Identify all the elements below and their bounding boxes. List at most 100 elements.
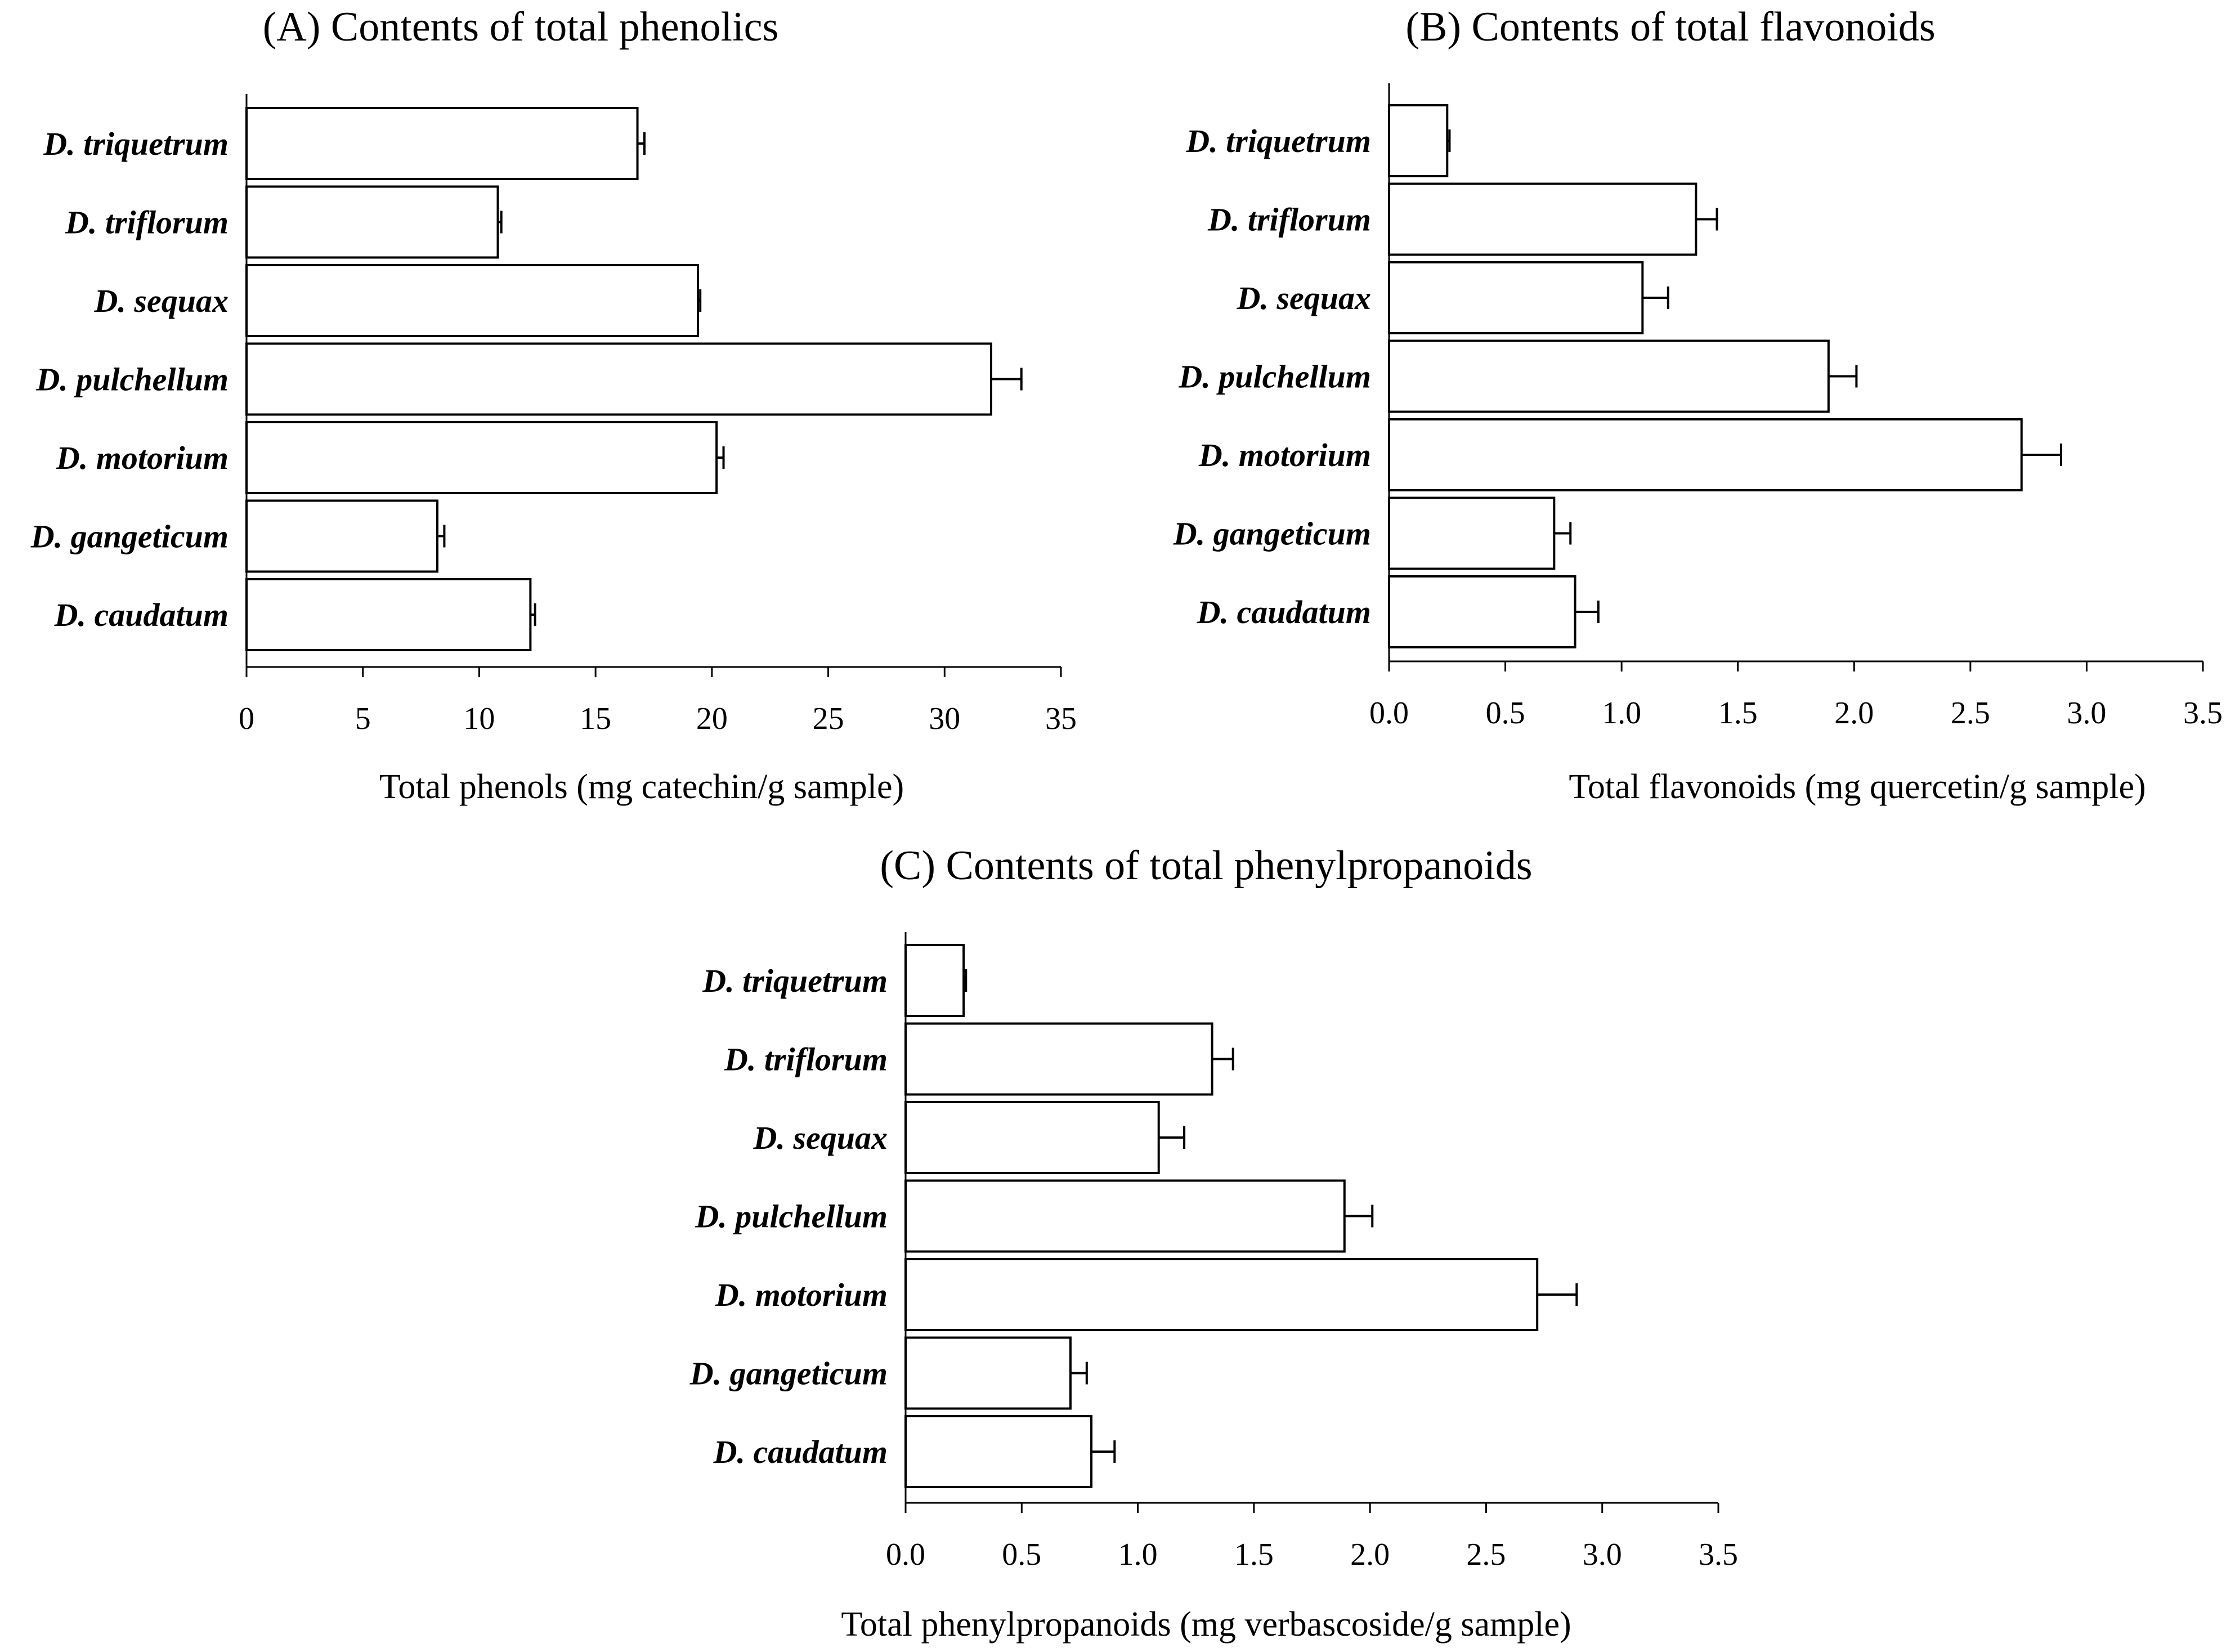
x-tick-label: 35 bbox=[1045, 701, 1077, 736]
y-tick-label-triflorum: D. triflorum bbox=[1207, 202, 1371, 238]
y-tick-label-caudatum: D. caudatum bbox=[713, 1434, 888, 1470]
bar-motorium bbox=[1388, 418, 2023, 491]
x-tick-label: 2.0 bbox=[1350, 1537, 1390, 1572]
bar-gangeticum bbox=[904, 1336, 1072, 1410]
bar-caudatum bbox=[904, 1415, 1093, 1488]
x-tick-label: 25 bbox=[813, 701, 844, 736]
x-tick-label: 3.5 bbox=[2183, 696, 2223, 731]
panel-c-bars bbox=[904, 944, 1578, 1488]
y-tick-label-gangeticum: D. gangeticum bbox=[689, 1355, 888, 1392]
panel-c-title: (C) Contents of total phenylpropanoids bbox=[880, 843, 1532, 889]
panel-b-bars bbox=[1388, 104, 2062, 648]
panel-b: (B) Contents of total flavonoids D. triq… bbox=[1173, 4, 2223, 806]
error-bar-triflorum bbox=[1696, 208, 1718, 231]
bar-sequax bbox=[904, 1101, 1160, 1174]
bar-triflorum bbox=[904, 1022, 1213, 1096]
bar-motorium bbox=[245, 421, 718, 494]
panel-a-x-axis-label: Total phenols (mg catechin/g sample) bbox=[379, 768, 904, 806]
y-tick-label-pulchellum: D. pulchellum bbox=[35, 361, 229, 398]
y-tick-label-gangeticum: D. gangeticum bbox=[1173, 516, 1371, 552]
x-tick-label: 3.5 bbox=[1699, 1537, 1738, 1572]
panel-a-axes: D. triquetrum D. triflorum D. sequax D. pul… bbox=[30, 94, 1077, 736]
x-tick-label: 1.5 bbox=[1234, 1537, 1274, 1572]
x-tick-label: 2.0 bbox=[1834, 696, 1874, 731]
bar-pulchellum bbox=[904, 1179, 1346, 1253]
bar-motorium bbox=[904, 1258, 1539, 1331]
bar-triflorum bbox=[245, 185, 499, 259]
bar-caudatum bbox=[245, 578, 532, 651]
bar-gangeticum bbox=[1388, 496, 1556, 570]
error-bar-triquetrum bbox=[1447, 129, 1451, 152]
error-bar-triquetrum bbox=[637, 132, 646, 155]
bar-triquetrum bbox=[904, 944, 965, 1017]
y-tick-label-motorium: D. motorium bbox=[715, 1277, 888, 1313]
error-bar-triflorum bbox=[498, 211, 503, 234]
x-tick-label: 0.0 bbox=[1369, 696, 1409, 731]
bar-gangeticum bbox=[245, 499, 439, 573]
x-tick-label: 3.0 bbox=[1583, 1537, 1622, 1572]
x-tick-label: 0 bbox=[239, 701, 254, 736]
error-bar-pulchellum bbox=[991, 368, 1023, 391]
bar-triquetrum bbox=[245, 107, 639, 180]
y-tick-label-caudatum: D. caudatum bbox=[1197, 594, 1371, 630]
x-tick-label: 15 bbox=[580, 701, 611, 736]
x-tick-label: 0.5 bbox=[1486, 696, 1525, 731]
error-bar-caudatum bbox=[530, 603, 536, 626]
error-bar-sequax bbox=[1158, 1126, 1186, 1149]
panel-b-x-axis-label: Total flavonoids (mg quercetin/g sample) bbox=[1569, 768, 2146, 806]
x-tick-label: 20 bbox=[696, 701, 728, 736]
panel-a-title: (A) Contents of total phenolics bbox=[263, 4, 779, 50]
y-tick-label-sequax: D. sequax bbox=[753, 1120, 888, 1156]
x-tick-label: 2.5 bbox=[1466, 1537, 1506, 1572]
y-tick-label-caudatum: D. caudatum bbox=[54, 597, 229, 633]
error-bar-pulchellum bbox=[1828, 365, 1858, 388]
panel-b-title: (B) Contents of total flavonoids bbox=[1405, 4, 1935, 50]
x-tick-label: 1.0 bbox=[1602, 696, 1641, 731]
error-bar-motorium bbox=[1537, 1283, 1578, 1306]
bar-caudatum bbox=[1388, 575, 1576, 648]
y-tick-label-triquetrum: D. triquetrum bbox=[43, 126, 229, 162]
panel-c-axes: D. triquetrum D. triflorum D. sequax D. pul… bbox=[689, 932, 1738, 1572]
error-bar-triflorum bbox=[1212, 1047, 1234, 1071]
y-tick-label-triquetrum: D. triquetrum bbox=[702, 962, 888, 999]
y-tick-label-gangeticum: D. gangeticum bbox=[30, 518, 229, 555]
bar-pulchellum bbox=[1388, 339, 1830, 413]
y-tick-label-triflorum: D. triflorum bbox=[724, 1041, 888, 1078]
y-tick-label-sequax: D. sequax bbox=[94, 283, 229, 319]
x-tick-label: 10 bbox=[463, 701, 495, 736]
y-tick-label-pulchellum: D. pulchellum bbox=[1178, 359, 1371, 395]
panel-c: (C) Contents of total phenylpropanoids D… bbox=[689, 843, 1738, 1644]
panel-c-x-axis-label: Total phenylpropanoids (mg verbascoside/… bbox=[841, 1605, 1571, 1644]
panel-a: (A) Contents of total phenolics D. triqu… bbox=[30, 4, 1077, 806]
x-tick-label: 0.5 bbox=[1002, 1537, 1041, 1572]
y-tick-label-motorium: D. motorium bbox=[56, 440, 229, 476]
bar-pulchellum bbox=[245, 342, 992, 416]
error-bar-gangeticum bbox=[1554, 522, 1572, 545]
bar-sequax bbox=[245, 264, 700, 337]
y-tick-label-motorium: D. motorium bbox=[1198, 437, 1371, 473]
error-bar-sequax bbox=[698, 289, 702, 312]
y-tick-label-triquetrum: D. triquetrum bbox=[1185, 123, 1371, 159]
x-tick-label: 2.5 bbox=[1951, 696, 1990, 731]
error-bar-gangeticum bbox=[437, 525, 446, 548]
x-tick-label: 0.0 bbox=[886, 1537, 925, 1572]
y-tick-label-pulchellum: D. pulchellum bbox=[695, 1198, 888, 1235]
error-bar-motorium bbox=[716, 446, 725, 469]
error-bar-pulchellum bbox=[1344, 1205, 1374, 1228]
error-bar-sequax bbox=[1642, 286, 1669, 309]
error-bar-gangeticum bbox=[1070, 1362, 1088, 1385]
error-bar-triquetrum bbox=[964, 969, 968, 992]
panel-b-axes: D. triquetrum D. triflorum D. sequax D. pul… bbox=[1173, 83, 2223, 731]
x-tick-label: 1.5 bbox=[1718, 696, 1758, 731]
error-bar-caudatum bbox=[1091, 1440, 1116, 1463]
x-tick-label: 3.0 bbox=[2067, 696, 2106, 731]
x-tick-label: 5 bbox=[355, 701, 371, 736]
panel-a-bars bbox=[245, 107, 1023, 651]
bar-sequax bbox=[1388, 261, 1644, 334]
x-tick-label: 30 bbox=[929, 701, 960, 736]
y-tick-label-triflorum: D. triflorum bbox=[65, 204, 229, 241]
error-bar-caudatum bbox=[1575, 601, 1600, 623]
y-tick-label-sequax: D. sequax bbox=[1237, 280, 1371, 316]
error-bar-motorium bbox=[2021, 444, 2062, 466]
